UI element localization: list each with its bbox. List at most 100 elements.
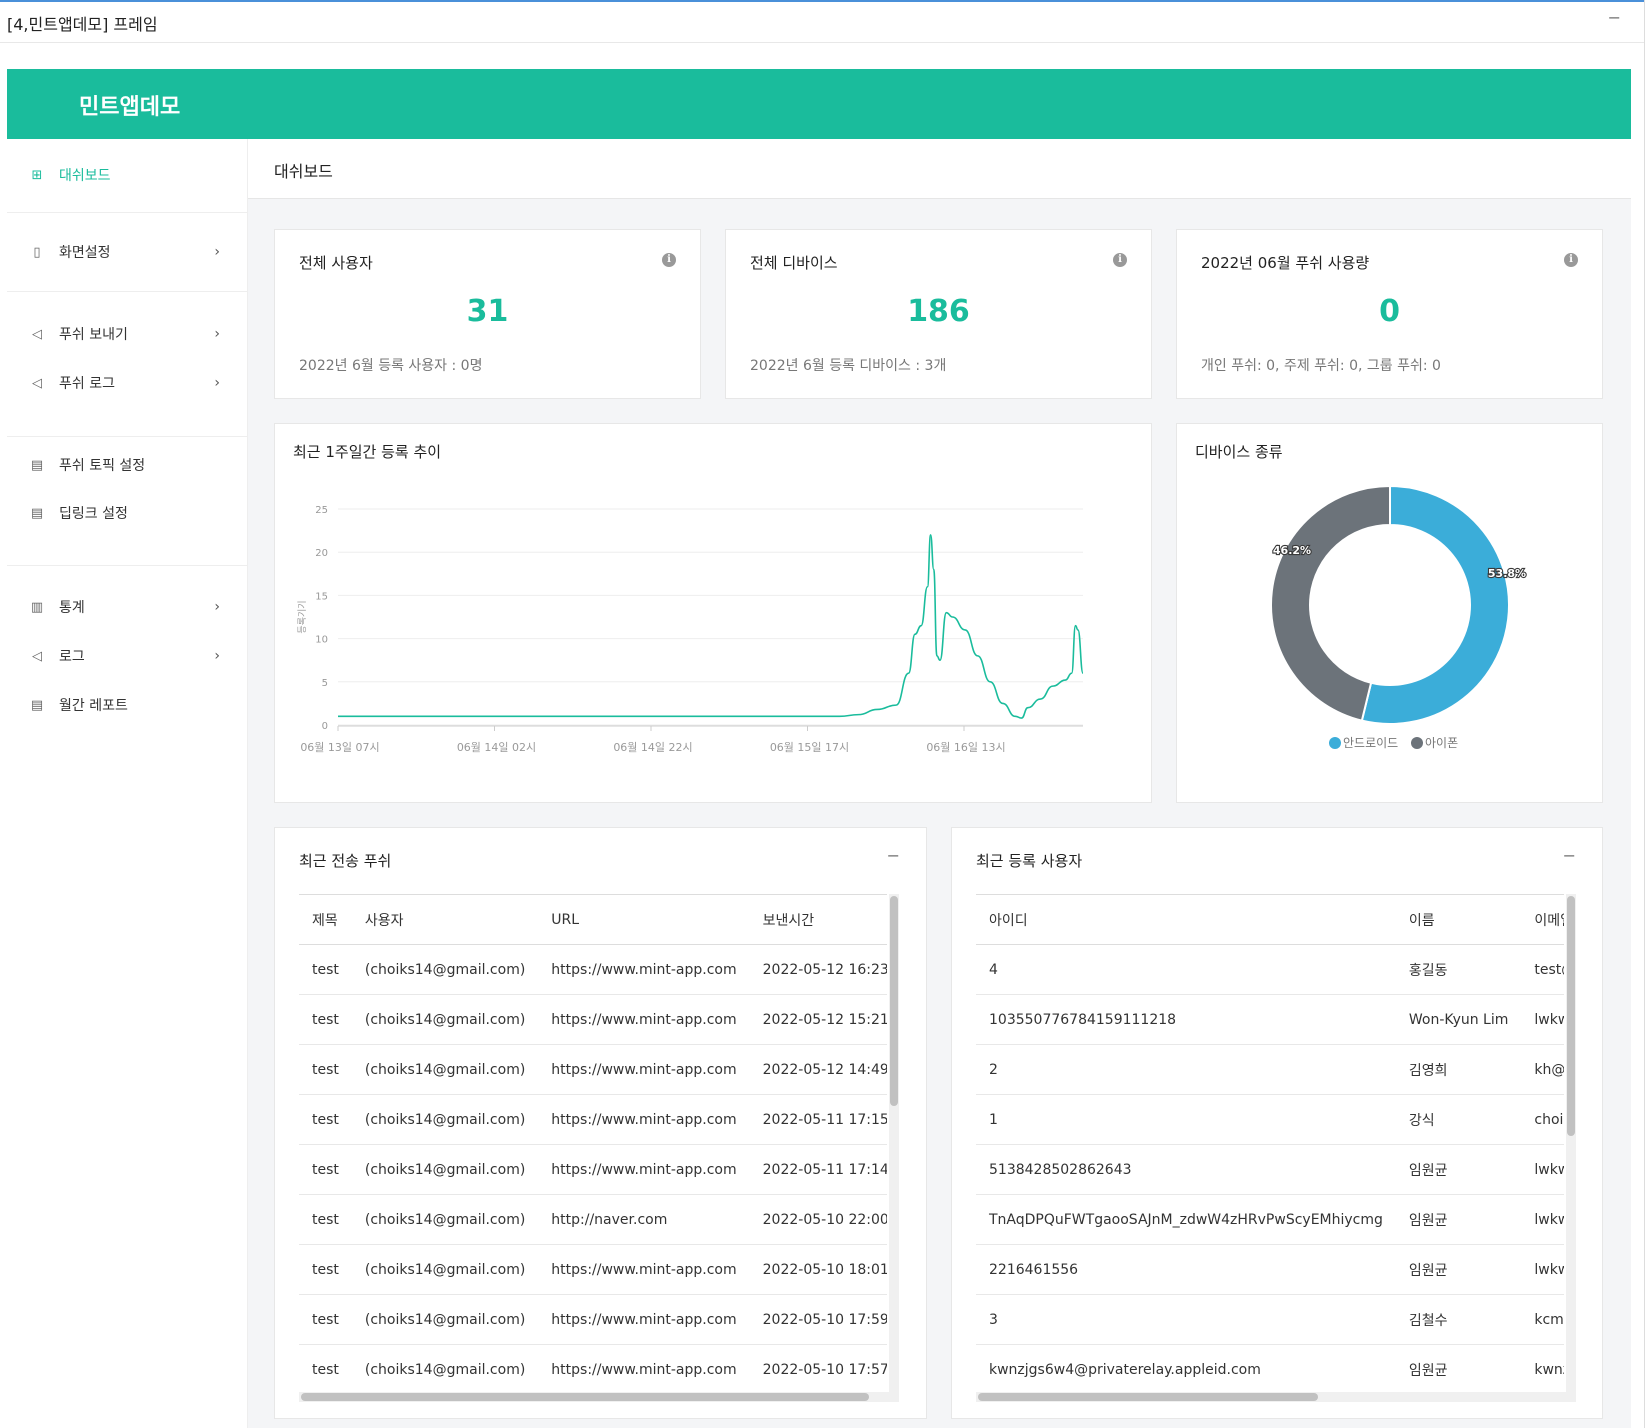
- table-row[interactable]: 1강식choik:: [976, 1094, 1564, 1145]
- table-row[interactable]: test (choiks14@gmail.com) https://www.mint…: [299, 1344, 887, 1392]
- card-title: 최근 전송 푸쉬: [299, 852, 392, 870]
- sidebar-item-label: 월간 레포트: [59, 698, 128, 714]
- slice-label: 53.8%: [1488, 567, 1526, 580]
- stat-card-total-users: 전체 사용자 i 31 2022년 6월 등록 사용자 : 0명: [274, 229, 701, 399]
- table-cell: 2022-05-10 17:57:38: [749, 1344, 887, 1392]
- stat-value: 0: [1379, 294, 1400, 329]
- collapse-button[interactable]: −: [1562, 846, 1576, 865]
- table-cell: lwkwv: [1521, 1144, 1564, 1195]
- table-cell: lwkwv: [1521, 1194, 1564, 1245]
- stat-title: 전체 사용자: [299, 254, 373, 272]
- table-cell: 2022-05-10 18:01:17: [749, 1244, 887, 1295]
- table-cell: 2216461556: [976, 1244, 1396, 1295]
- table-cell: 3: [976, 1294, 1396, 1345]
- stat-title: 2022년 06월 푸쉬 사용량: [1201, 254, 1370, 272]
- app-logo[interactable]: 민트앱데모: [79, 95, 181, 120]
- column-header: 사용자: [351, 894, 539, 945]
- table-row[interactable]: test (choiks14@gmail.com) https://www.mint…: [299, 1294, 887, 1345]
- vertical-scrollbar[interactable]: [889, 894, 899, 1392]
- table-cell: 2022-05-11 17:14:51: [749, 1144, 887, 1195]
- sidebar-item-push-topic[interactable]: ▤ 푸쉬 토픽 설정: [7, 450, 248, 480]
- table-cell: (choiks14@gmail.com): [351, 944, 539, 995]
- legend-label[interactable]: 아이폰: [1425, 736, 1458, 750]
- sidebar-item-label: 푸쉬 토픽 설정: [59, 458, 146, 474]
- table-row[interactable]: kwnzjgs6w4@privaterelay.appleid.com 임원균 kw…: [976, 1344, 1564, 1392]
- recent-users-table-scroll[interactable]: 아이디이름이메일 4홍길동test@103550776784159111218W…: [976, 894, 1564, 1392]
- table-cell: https://www.mint-app.com: [538, 944, 750, 995]
- stat-subtext: 2022년 6월 등록 사용자 : 0명: [299, 358, 483, 374]
- table-cell: choik:: [1521, 1094, 1564, 1145]
- table-cell: 2: [976, 1044, 1396, 1095]
- table-row[interactable]: test (choiks14@gmail.com) https://www.mint…: [299, 944, 887, 995]
- y-tick-label: 15: [315, 591, 328, 602]
- info-icon[interactable]: i: [662, 253, 676, 267]
- table-cell: 홍길동: [1395, 944, 1522, 995]
- table-row[interactable]: test (choiks14@gmail.com) https://www.mint…: [299, 994, 887, 1045]
- app-header: 민트앱데모: [7, 69, 1631, 139]
- vertical-scrollbar[interactable]: [1566, 894, 1576, 1392]
- table-cell: https://www.mint-app.com: [538, 1144, 750, 1195]
- table-row[interactable]: test (choiks14@gmail.com) https://www.mint…: [299, 1094, 887, 1145]
- pie-slice[interactable]: [1270, 484, 1391, 722]
- stat-value: 186: [907, 294, 970, 329]
- sidebar-item-label: 대쉬보드: [59, 168, 111, 184]
- table-row[interactable]: TnAqDPQuFWTgaooSAJnM_zdwW4zHRvPwScyEMhiy…: [976, 1194, 1564, 1245]
- recent-users-table: 아이디이름이메일 4홍길동test@103550776784159111218W…: [976, 894, 1564, 1392]
- table-cell: kwnzjgs6w4@privaterelay.appleid.com: [976, 1344, 1396, 1392]
- table-cell: https://www.mint-app.com: [538, 994, 750, 1045]
- recent-push-table-scroll[interactable]: 제목 사용자 URL 보낸시간 test (choiks14@gmail.com) htt…: [299, 894, 887, 1392]
- stat-subtext: 2022년 6월 등록 디바이스 : 3개: [750, 358, 947, 374]
- sidebar-item-label: 딥링크 설정: [59, 506, 128, 522]
- table-cell: test@: [1521, 944, 1564, 995]
- table-row[interactable]: 5138428502862643임원균lwkwv: [976, 1144, 1564, 1195]
- donut-chart: 53.8% 46.2% 안드로이드 아이폰: [1270, 484, 1527, 750]
- sidebar-item-log[interactable]: ◁ 로그 ›: [7, 641, 248, 671]
- table-cell: (choiks14@gmail.com): [351, 1094, 539, 1145]
- scrollbar-thumb[interactable]: [301, 1393, 869, 1401]
- sidebar-item-send-push[interactable]: ◁ 푸쉬 보내기 ›: [7, 319, 248, 349]
- frame-minimize-button[interactable]: −: [1607, 8, 1621, 27]
- info-icon[interactable]: i: [1564, 253, 1578, 267]
- table-row[interactable]: test (choiks14@gmail.com) https://www.mint…: [299, 1044, 887, 1095]
- horizontal-scrollbar[interactable]: [976, 1392, 1576, 1402]
- horizontal-scrollbar[interactable]: [299, 1392, 899, 1402]
- table-row[interactable]: test (choiks14@gmail.com) http://naver.com…: [299, 1194, 887, 1245]
- table-row[interactable]: test (choiks14@gmail.com) https://www.mint…: [299, 1144, 887, 1195]
- table-cell: 2022-05-12 16:23:40: [749, 944, 887, 995]
- info-icon[interactable]: i: [1113, 253, 1127, 267]
- table-cell: https://www.mint-app.com: [538, 1044, 750, 1095]
- send-icon: ◁: [32, 326, 42, 342]
- table-cell: (choiks14@gmail.com): [351, 1044, 539, 1095]
- calendar-icon: ▤: [30, 457, 44, 473]
- table-cell: (choiks14@gmail.com): [351, 994, 539, 1045]
- sidebar-item-dashboard[interactable]: ⊞ 대쉬보드: [7, 160, 248, 190]
- scrollbar-thumb[interactable]: [978, 1393, 1318, 1401]
- grid-icon: ⊞: [31, 167, 43, 183]
- frame-title-bar: [4,민트앱데모] 프레임 −: [0, 0, 1645, 43]
- legend-label[interactable]: 안드로이드: [1343, 736, 1398, 750]
- table-cell: (choiks14@gmail.com): [351, 1144, 539, 1195]
- table-cell: lwkwv: [1521, 994, 1564, 1045]
- collapse-button[interactable]: −: [886, 846, 900, 865]
- y-tick-label: 20: [315, 548, 328, 559]
- page-header: 대쉬보드: [248, 139, 1631, 199]
- sidebar-item-label: 로그: [59, 649, 85, 665]
- sidebar-item-push-log[interactable]: ◁ 푸쉬 로그 ›: [7, 368, 248, 398]
- pie-slice[interactable]: [1360, 484, 1510, 725]
- scrollbar-thumb[interactable]: [890, 896, 898, 1106]
- table-row[interactable]: 2216461556임원균lwkwv: [976, 1244, 1564, 1295]
- sidebar-item-monthly-report[interactable]: ▤ 월간 레포트: [7, 690, 248, 720]
- table-cell: kcm@: [1521, 1294, 1564, 1345]
- sidebar-item-statistics[interactable]: ▥ 통계 ›: [7, 592, 248, 622]
- scrollbar-thumb[interactable]: [1567, 896, 1575, 1136]
- chevron-right-icon: ›: [214, 244, 220, 260]
- table-row[interactable]: test (choiks14@gmail.com) https://www.mint…: [299, 1244, 887, 1295]
- sidebar-item-screen-settings[interactable]: ▯ 화면설정 ›: [7, 237, 248, 267]
- table-cell: 2022-05-12 14:49:31: [749, 1044, 887, 1095]
- y-axis-label: 등록기기: [297, 600, 308, 633]
- sidebar-item-deeplink[interactable]: ▤ 딥링크 설정: [7, 498, 248, 528]
